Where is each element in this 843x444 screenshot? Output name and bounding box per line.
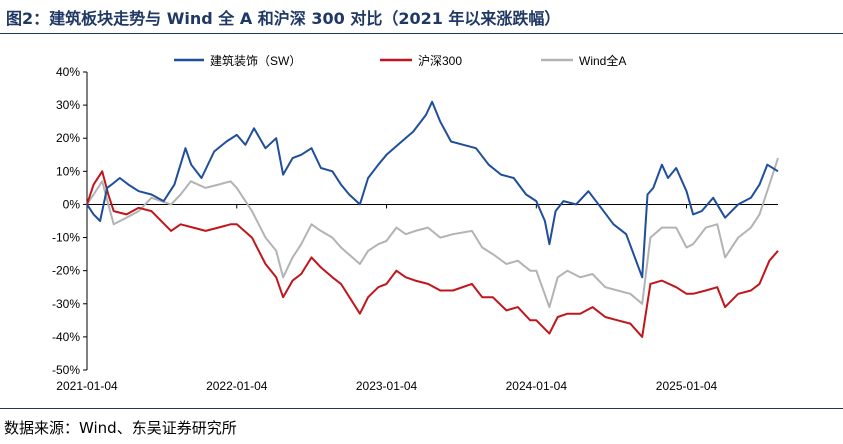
y-tick-label: 40% — [56, 65, 80, 79]
x-tick-label: 2021-01-04 — [56, 379, 118, 393]
series-line-1 — [86, 100, 779, 279]
y-tick-label: 0% — [63, 197, 81, 211]
y-axis: -50% -40% -30% -20% -10% 0% 10% 20% 30% 40% — [52, 65, 88, 377]
legend: 建筑装饰（SW） 沪深300 Wind全A — [174, 53, 626, 68]
y-tick-label: 10% — [56, 164, 80, 178]
figure-title: 图2：建筑板块走势与 Wind 全 A 和沪深 300 对比（2021 年以来涨… — [6, 9, 561, 28]
y-tick-label: -50% — [52, 363, 80, 377]
y-tick-label: 20% — [56, 131, 80, 145]
y-tick-label: -10% — [52, 231, 80, 245]
footer-rule — [0, 408, 843, 409]
x-tick-label: 2023-01-04 — [356, 379, 418, 393]
y-tick-label: -40% — [52, 330, 80, 344]
x-tick-label: 2025-01-04 — [656, 379, 718, 393]
series-line-2 — [86, 170, 779, 338]
x-tick-label: 2022-01-04 — [206, 379, 268, 393]
legend-label: Wind全A — [579, 53, 626, 68]
x-axis: 2021-01-04 2022-01-04 2023-01-04 2024-01-04… — [56, 203, 778, 393]
series-line-3 — [86, 157, 779, 309]
y-tick-label: -20% — [52, 264, 80, 278]
y-tick-label: -30% — [52, 297, 80, 311]
x-tick-label: 2024-01-04 — [506, 379, 568, 393]
title-rule — [0, 33, 843, 34]
data-source-note: 数据来源：Wind、东吴证券研究所 — [4, 419, 237, 437]
plot-area — [86, 100, 779, 338]
y-tick-label: 30% — [56, 98, 80, 112]
legend-label: 建筑装饰（SW） — [210, 53, 301, 68]
legend-label: 沪深300 — [418, 54, 462, 68]
